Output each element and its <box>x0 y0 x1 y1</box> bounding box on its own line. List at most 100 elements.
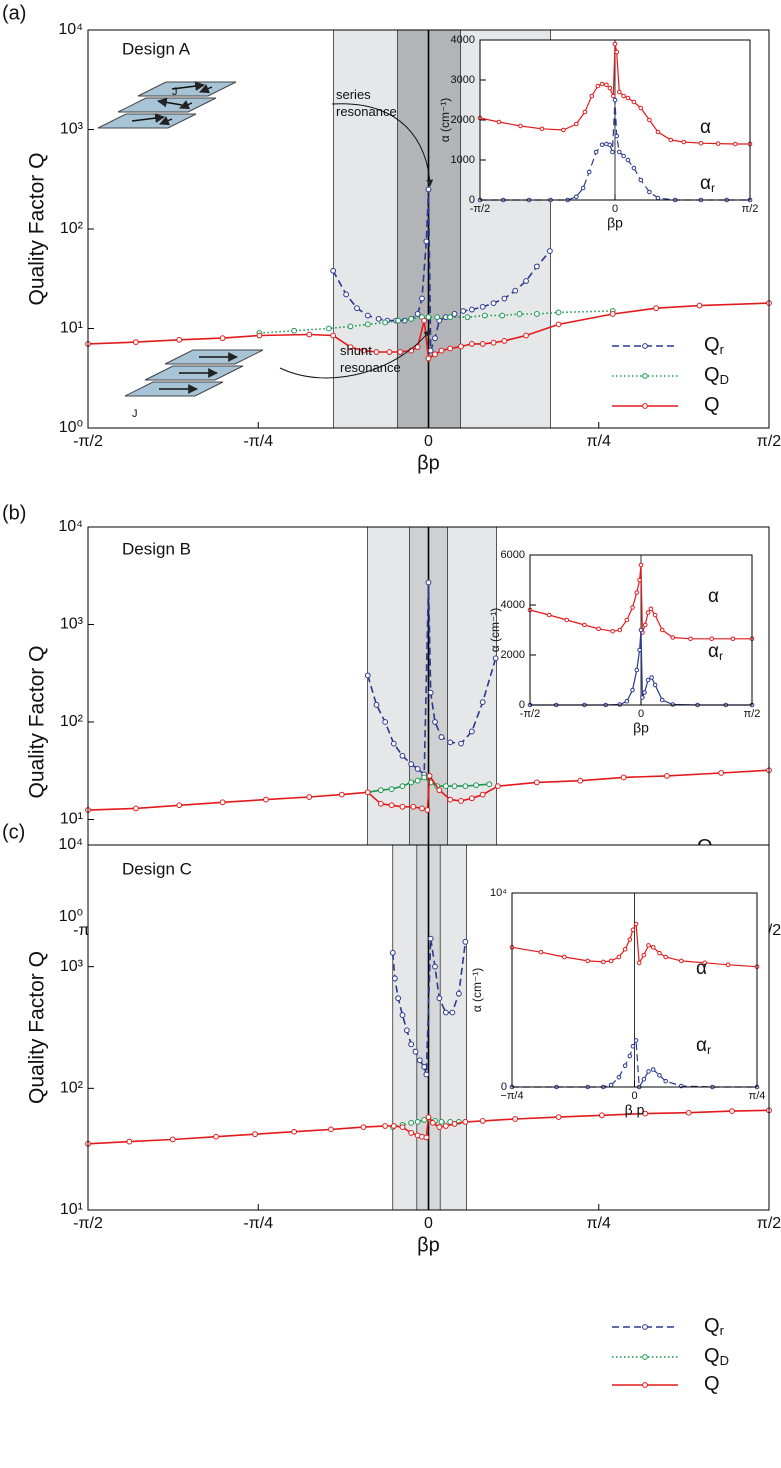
y-tick-label: 3000 <box>451 74 475 86</box>
data-point <box>634 590 640 595</box>
data-point <box>616 149 622 155</box>
y-tick-label: 0 <box>519 699 525 711</box>
data-point <box>458 798 464 804</box>
data-point <box>468 306 475 313</box>
data-point <box>641 952 647 958</box>
plot-frame <box>511 892 758 1088</box>
data-point <box>539 126 545 132</box>
x-tick-label: -π/2 <box>73 433 103 450</box>
x-tick-label: 0 <box>638 708 644 720</box>
data-point <box>601 959 606 965</box>
data-point <box>496 119 502 125</box>
data-point <box>330 267 337 274</box>
data-point <box>637 647 642 653</box>
data-point <box>596 626 601 632</box>
data-point <box>382 719 389 725</box>
data-point <box>636 960 642 966</box>
data-point <box>627 937 633 942</box>
data-point <box>479 341 486 347</box>
legend-label: QD <box>704 1345 729 1368</box>
data-point <box>347 323 354 330</box>
data-point <box>382 319 389 326</box>
data-point <box>408 315 415 322</box>
annotation: J <box>132 408 138 420</box>
data-point <box>462 938 469 945</box>
data-point <box>648 606 654 612</box>
data-point <box>607 142 613 148</box>
data-point <box>386 349 393 355</box>
data-point <box>425 355 432 362</box>
data-point <box>630 687 635 693</box>
x-tick-label: π/2 <box>757 1215 781 1232</box>
data-point <box>427 347 434 354</box>
data-point <box>595 83 601 89</box>
data-point <box>647 189 652 195</box>
data-point <box>373 349 380 355</box>
data-point <box>390 740 397 747</box>
data-point <box>562 954 567 960</box>
data-point <box>668 137 674 143</box>
data-point <box>640 695 645 700</box>
data-point <box>364 789 371 796</box>
data-point <box>419 295 425 302</box>
data-point <box>546 248 553 254</box>
x-tick-label: π/4 <box>587 1215 611 1232</box>
plot-frame <box>529 554 753 706</box>
x-tick-label: -π/4 <box>243 1215 273 1232</box>
y-tick-label: 10³ <box>60 121 84 138</box>
data-point <box>464 314 471 321</box>
data-point <box>622 946 628 952</box>
data-point <box>425 186 432 193</box>
series-label: αr <box>700 173 715 195</box>
current-arrow <box>171 81 205 91</box>
y-axis-label: Quality Factor Q <box>26 646 49 799</box>
y-tick-label: 2000 <box>451 114 475 126</box>
data-point <box>421 774 428 781</box>
data-point <box>360 347 367 354</box>
series-label: αr <box>696 1035 711 1057</box>
data-point <box>414 777 421 784</box>
data-point <box>479 1117 486 1124</box>
data-point <box>663 954 668 960</box>
data-point <box>620 774 627 781</box>
data-point <box>622 1063 628 1068</box>
series-label: α <box>708 586 719 607</box>
current-arrow <box>179 100 193 110</box>
data-point <box>499 312 506 319</box>
legend-label: Qr <box>704 1315 725 1338</box>
y-tick-label: 10⁴ <box>58 518 83 535</box>
data-point <box>625 95 631 101</box>
x-tick-label: 0 <box>424 433 433 450</box>
data-point <box>630 1043 636 1049</box>
x-axis-label: βp <box>607 215 623 231</box>
data-point <box>638 177 644 183</box>
data-point <box>657 950 662 956</box>
data-point <box>555 321 562 328</box>
data-point <box>399 803 406 810</box>
data-point <box>725 962 731 968</box>
annotation: J <box>172 86 178 98</box>
data-point <box>403 1027 410 1034</box>
data-point <box>633 1038 639 1043</box>
data-point <box>599 142 605 148</box>
data-point <box>645 610 651 615</box>
panel-label: (c) <box>2 821 25 843</box>
data-point <box>343 291 350 298</box>
series-label: α <box>700 117 711 138</box>
data-point <box>715 141 721 146</box>
x-tick-label: π/2 <box>757 433 781 450</box>
data-point <box>219 799 226 806</box>
data-point <box>438 347 445 354</box>
y-tick-label: 0 <box>501 1081 507 1093</box>
data-point <box>702 960 707 966</box>
data-point <box>646 943 651 948</box>
data-point <box>616 1075 622 1080</box>
legend-marker <box>642 373 648 379</box>
y-tick-label: 4000 <box>501 599 525 611</box>
data-point <box>451 783 458 790</box>
data-point <box>395 317 402 324</box>
y-tick-label: 10² <box>60 1080 84 1097</box>
panel-title: Design C <box>122 859 192 878</box>
y-tick-label: 10⁴ <box>58 21 83 38</box>
data-point <box>512 1116 519 1122</box>
